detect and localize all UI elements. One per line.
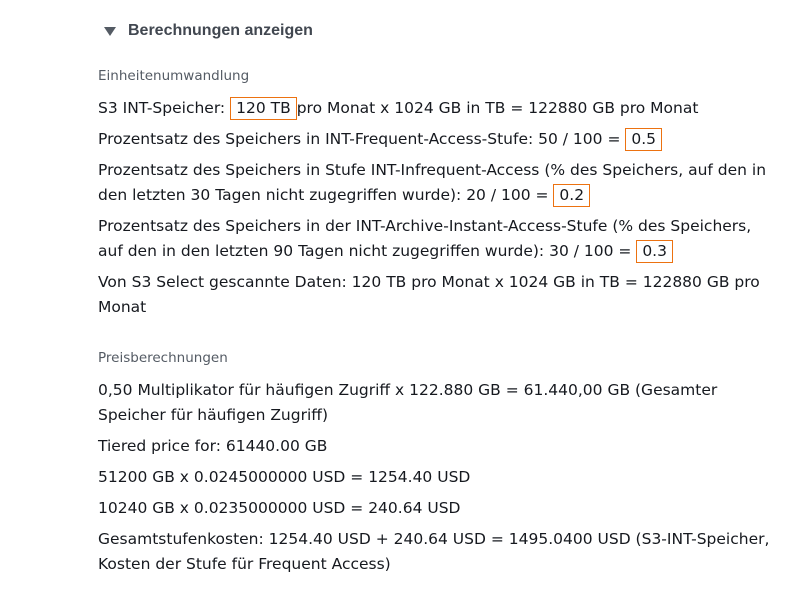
s3-storage-line: S3 INT-Speicher: 120 TB pro Monat x 1024 … (98, 96, 778, 121)
tiered-price-line: Tiered price for: 61440.00 GB (98, 437, 328, 455)
s3-select-scanned-line: Von S3 Select gescannte Daten: 120 TB pr… (98, 273, 760, 316)
infrequent-access-percentage-value[interactable]: 0.2 (553, 184, 591, 207)
archive-instant-percentage-line: Prozentsatz des Speichers in der INT-Arc… (98, 214, 778, 264)
price-calculations-section: Preisberechnungen 0,50 Multiplikator für… (98, 348, 778, 577)
infrequent-access-percentage-line: Prozentsatz des Speichers in Stufe INT-I… (98, 158, 778, 208)
tier-2-cost-line: 10240 GB x 0.0235000000 USD = 240.64 USD (98, 499, 461, 517)
show-calculations-label: Berechnungen anzeigen (128, 22, 313, 39)
caret-down-icon (104, 26, 116, 36)
calculations-panel: Einheitenumwandlung S3 INT-Speicher: 120… (98, 66, 778, 583)
total-tier-cost-line: Gesamtstufenkosten: 1254.40 USD + 240.64… (98, 530, 770, 573)
frequent-access-percentage-line: Prozentsatz des Speichers in INT-Frequen… (98, 127, 778, 152)
s3-storage-value-field[interactable]: 120 TB (230, 97, 297, 120)
frequent-multiplier-line: 0,50 Multiplikator für häufigen Zugriff … (98, 381, 718, 424)
price-calculations-heading: Preisberechnungen (98, 350, 228, 366)
archive-instant-percentage-value[interactable]: 0.3 (636, 240, 673, 263)
show-calculations-toggle[interactable]: Berechnungen anzeigen (104, 22, 313, 40)
tier-1-cost-line: 51200 GB x 0.0245000000 USD = 1254.40 US… (98, 468, 471, 486)
frequent-access-percentage-value[interactable]: 0.5 (625, 128, 663, 151)
unit-conversion-heading: Einheitenumwandlung (98, 68, 250, 84)
